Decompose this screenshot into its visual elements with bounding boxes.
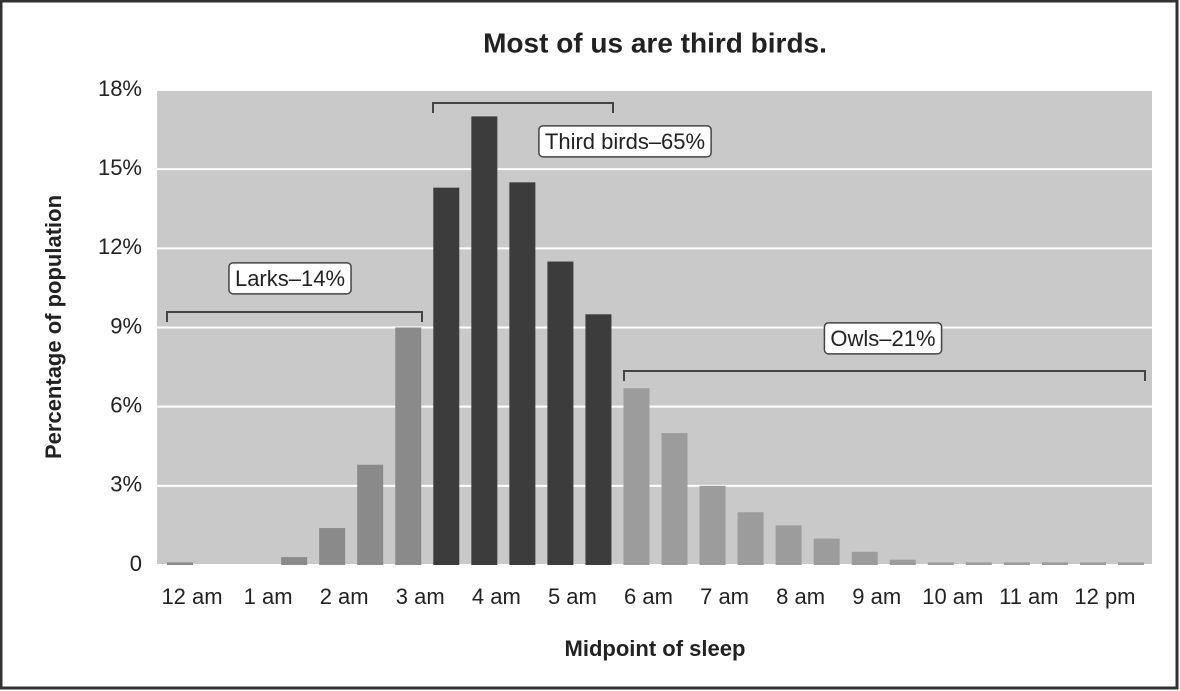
x-tick-label: 5 am	[548, 584, 597, 609]
bar	[395, 327, 422, 565]
bar	[699, 485, 726, 565]
bar	[471, 116, 498, 565]
bar	[623, 388, 650, 565]
bar	[547, 261, 574, 565]
bar	[357, 464, 384, 565]
x-tick-label: 1 am	[244, 584, 293, 609]
y-tick-label: 15%	[98, 155, 142, 180]
bar	[737, 512, 764, 565]
bar	[775, 525, 802, 565]
y-tick-label: 18%	[98, 76, 142, 101]
x-tick-label: 8 am	[776, 584, 825, 609]
chart-title: Most of us are third birds.	[483, 27, 827, 58]
y-tick-label: 12%	[98, 234, 142, 259]
x-tick-label: 2 am	[320, 584, 369, 609]
bracket	[432, 102, 614, 113]
x-tick-label: 12 am	[161, 584, 222, 609]
bar	[851, 551, 878, 565]
annotation: Larks–14%	[235, 266, 345, 291]
bar	[965, 562, 992, 565]
bar	[1003, 562, 1030, 565]
y-tick-label: 6%	[110, 392, 142, 417]
bar	[509, 182, 536, 565]
bar	[433, 187, 460, 565]
x-axis-label: Midpoint of sleep	[565, 636, 746, 661]
bar	[585, 314, 612, 565]
bar	[1041, 562, 1068, 565]
annotation: Third birds–65%	[545, 129, 705, 154]
x-tick-label: 3 am	[396, 584, 445, 609]
x-tick-label: 6 am	[624, 584, 673, 609]
x-tick-label: 7 am	[700, 584, 749, 609]
bar	[1117, 562, 1144, 565]
annotation-box	[538, 125, 712, 158]
y-tick-label: 3%	[110, 472, 142, 497]
x-tick-label: 10 am	[922, 584, 983, 609]
bracket	[166, 311, 423, 322]
annotation: Owls–21%	[830, 326, 935, 351]
y-tick-label: 9%	[110, 313, 142, 338]
x-tick-label: 12 pm	[1074, 584, 1135, 609]
x-tick-label: 11 am	[999, 584, 1059, 609]
annotation-box	[228, 262, 352, 295]
bar	[319, 528, 346, 565]
bar	[1079, 562, 1106, 565]
bar	[813, 538, 840, 565]
x-tick-label: 4 am	[472, 584, 521, 609]
y-tick-label: 0	[130, 551, 142, 576]
bar	[167, 562, 194, 565]
bar	[889, 559, 916, 565]
y-axis-label: Percentage of population	[41, 195, 66, 459]
bracket	[623, 370, 1146, 381]
bar	[281, 557, 308, 565]
bar	[661, 433, 688, 565]
x-tick-label: 9 am	[852, 584, 901, 609]
bar	[927, 562, 954, 565]
annotation-box	[823, 322, 943, 355]
